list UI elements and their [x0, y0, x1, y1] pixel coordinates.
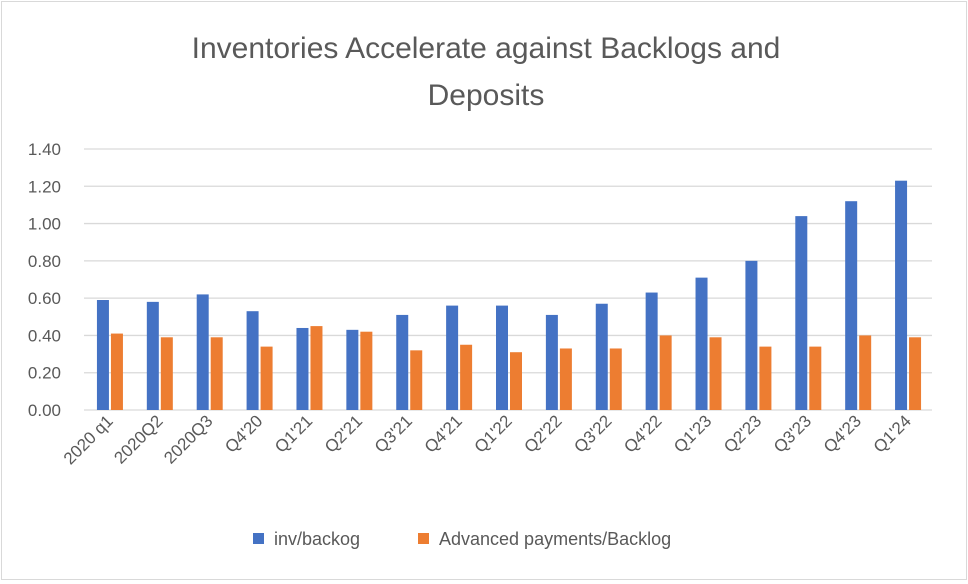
bar-inv-backlog: [346, 329, 359, 410]
x-tick-label: Q2'22: [521, 411, 566, 456]
x-tick-label: Q1'24: [870, 411, 915, 456]
bar-inv-backlog: [146, 301, 159, 410]
chart-title-line-1: Inventories Accelerate against Backlogs …: [192, 32, 781, 65]
x-tick-label: Q3'23: [770, 411, 815, 456]
bar-inv-backlog: [296, 327, 309, 410]
bar-advanced-payments-backlog: [310, 326, 323, 410]
x-tick-label: Q1'22: [471, 411, 516, 456]
x-tick-label: Q4'22: [620, 411, 665, 456]
y-tick-label: 1.40: [28, 140, 61, 159]
legend-label: inv/backog: [274, 529, 360, 549]
bar-inv-backlog: [745, 260, 758, 410]
bar-inv-backlog: [496, 305, 508, 410]
x-tick-label: 2020Q3: [160, 411, 216, 467]
bar-inv-backlog: [96, 300, 109, 410]
y-tick-label: 1.00: [28, 215, 61, 234]
x-tick-label: Q1'23: [670, 411, 715, 456]
legend-swatch: [253, 533, 264, 544]
x-tick-label: Q3'21: [371, 411, 416, 456]
bar-inv-backlog: [196, 294, 209, 410]
bar-inv-backlog: [595, 303, 608, 410]
bar-advanced-payments-backlog: [659, 335, 672, 410]
bar-inv-backlog: [695, 277, 708, 410]
bar-advanced-payments-backlog: [160, 337, 173, 410]
bar-advanced-payments-backlog: [909, 337, 922, 410]
bar-advanced-payments-backlog: [759, 346, 772, 410]
bar-advanced-payments-backlog: [559, 348, 572, 410]
x-tick-label: Q4'23: [820, 411, 865, 456]
y-tick-label: 0.60: [28, 289, 61, 308]
bar-advanced-payments-backlog: [460, 344, 473, 410]
bar-inv-backlog: [396, 314, 409, 410]
x-tick-label: Q4'21: [421, 411, 466, 456]
bar-advanced-payments-backlog: [709, 337, 722, 410]
x-tick-label: Q3'22: [570, 411, 615, 456]
y-tick-label: 1.20: [28, 177, 61, 196]
bar-advanced-payments-backlog: [510, 352, 522, 410]
bar-advanced-payments-backlog: [110, 333, 123, 410]
bar-inv-backlog: [845, 201, 858, 410]
x-tick-label: Q2'21: [321, 411, 366, 456]
x-tick-label: Q4'20: [221, 411, 266, 456]
y-tick-label: 0.40: [28, 326, 61, 345]
bar-advanced-payments-backlog: [260, 346, 273, 410]
y-tick-label: 0.00: [28, 401, 61, 420]
bar-advanced-payments-backlog: [360, 331, 373, 410]
chart-title-line-2: Deposits: [428, 79, 545, 112]
bar-advanced-payments-backlog: [410, 350, 423, 410]
legend-swatch: [418, 533, 429, 544]
x-tick-label: 2020 q1: [60, 411, 117, 468]
bar-advanced-payments-backlog: [609, 348, 622, 410]
bar-advanced-payments-backlog: [809, 346, 822, 410]
bar-inv-backlog: [246, 311, 259, 410]
bar-inv-backlog: [795, 216, 808, 410]
bar-advanced-payments-backlog: [210, 337, 223, 410]
bar-inv-backlog: [545, 314, 558, 410]
bar-inv-backlog: [645, 292, 658, 410]
y-tick-label: 0.80: [28, 252, 61, 271]
bar-advanced-payments-backlog: [859, 335, 872, 410]
x-tick-label: 2020Q2: [110, 411, 166, 467]
legend-label: Advanced payments/Backlog: [439, 529, 671, 549]
bar-inv-backlog: [895, 180, 908, 410]
x-tick-label: Q2'23: [720, 411, 765, 456]
bar-inv-backlog: [446, 305, 459, 410]
x-tick-label: Q1'21: [271, 411, 316, 456]
y-tick-label: 0.20: [28, 364, 61, 383]
